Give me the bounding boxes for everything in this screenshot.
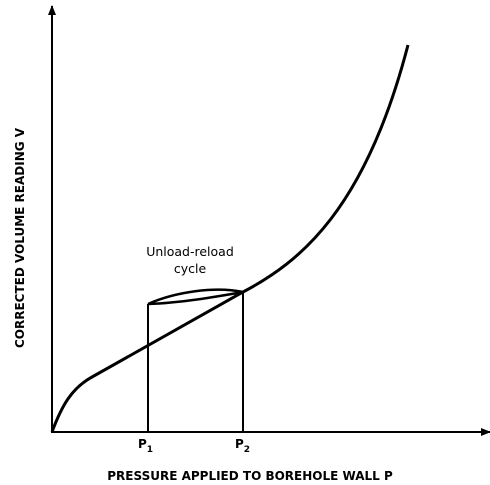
marker-letter: P bbox=[235, 437, 244, 451]
x-axis-label: PRESSURE APPLIED TO BOREHOLE WALL P bbox=[107, 469, 393, 483]
p1-label: P1 bbox=[138, 437, 153, 455]
marker-letter: P bbox=[138, 437, 147, 451]
annotation: Unload-reload bbox=[146, 244, 234, 259]
y-axis-label: CORRECTED VOLUME READING V bbox=[13, 127, 27, 348]
reload-arc bbox=[147, 288, 244, 306]
annotation: cycle bbox=[174, 261, 207, 276]
marker-subscript: 2 bbox=[244, 445, 250, 455]
marker-subscript: 1 bbox=[147, 445, 153, 455]
curve bbox=[50, 44, 410, 433]
p2-label: P2 bbox=[235, 437, 250, 455]
unload-arc bbox=[147, 290, 244, 306]
